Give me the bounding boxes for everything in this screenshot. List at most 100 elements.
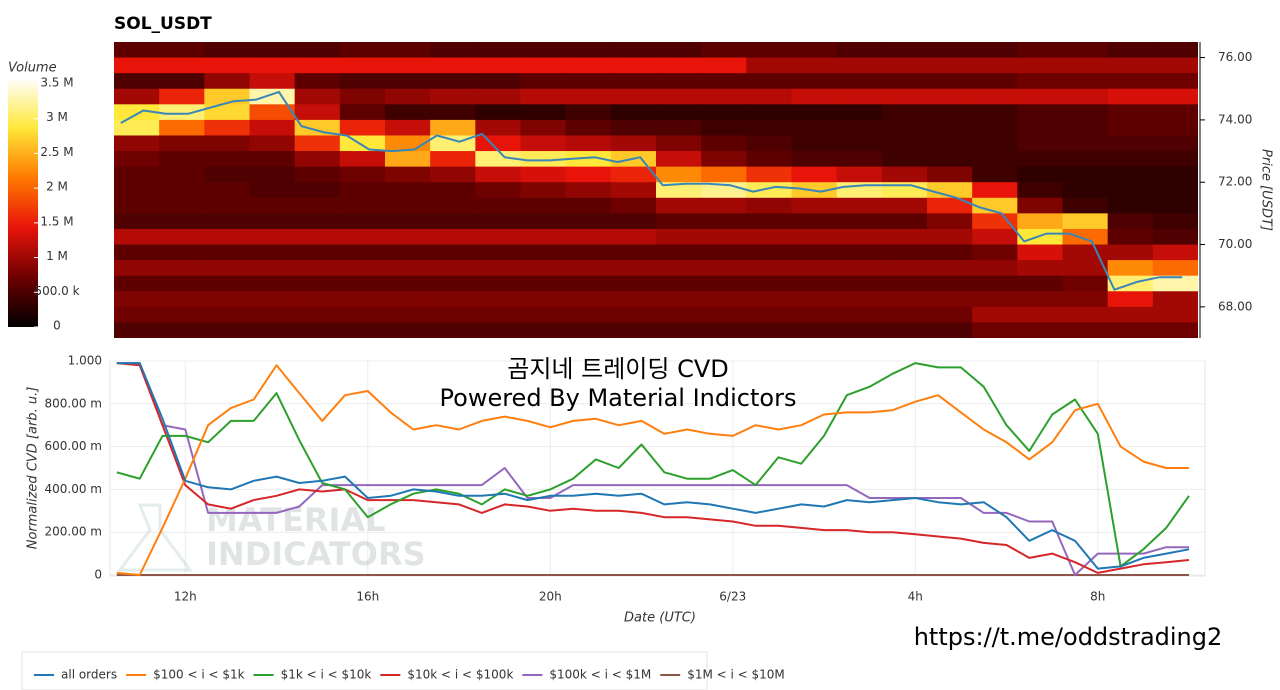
heatmap-cell <box>430 275 476 292</box>
series-line <box>116 362 1190 570</box>
heatmap-cell <box>927 260 973 277</box>
heatmap-cell <box>1152 306 1198 324</box>
heatmap-cell <box>339 119 386 137</box>
heatmap-cell <box>159 182 205 199</box>
legend-label: $100k < i < $1M <box>549 668 651 682</box>
heatmap-cell <box>430 228 476 246</box>
heatmap-cell <box>159 275 205 292</box>
heatmap-cell <box>656 42 702 59</box>
heatmap-cell <box>881 135 928 152</box>
heatmap-cell <box>294 197 341 214</box>
heatmap-cell <box>791 228 838 246</box>
heatmap-cell <box>656 151 702 168</box>
heatmap-cell <box>610 260 657 277</box>
heatmap-cell <box>159 88 205 105</box>
heatmap-cell <box>249 275 296 292</box>
heatmap-cell <box>430 42 476 59</box>
heatmap-cell <box>610 213 657 230</box>
heatmap-cell <box>1017 291 1064 308</box>
heatmap-cell <box>836 104 883 121</box>
heatmap-cell <box>520 151 567 168</box>
heatmap-cell <box>656 135 702 152</box>
heatmap-cell <box>972 322 1018 338</box>
series-line <box>116 362 1189 576</box>
y-tick-label: 800.00 m <box>45 396 103 410</box>
heatmap-cell <box>520 119 567 137</box>
y2-tick-label: 74.00 <box>1218 112 1252 126</box>
heatmap-cell <box>791 88 838 105</box>
heatmap-cell <box>1062 166 1109 183</box>
heatmap-cell <box>791 166 838 183</box>
heatmap-cell <box>701 42 747 59</box>
heatmap-cell <box>1062 213 1109 230</box>
y-tick-label: 1.000 <box>68 354 102 368</box>
heatmap-cell <box>204 213 251 230</box>
heatmap-cell <box>656 73 702 90</box>
heatmap-cell <box>656 260 702 277</box>
heatmap-cell <box>565 322 612 338</box>
x-axis-label: Date (UTC) <box>624 611 696 626</box>
heatmap-cell <box>927 57 973 74</box>
heatmap-cell <box>836 73 883 90</box>
heatmap-cell <box>791 104 838 121</box>
heatmap-cell <box>1062 135 1109 152</box>
heatmap-cell <box>1017 182 1064 199</box>
x-tick-label: 16h <box>356 590 379 604</box>
heatmap-cell <box>385 119 431 137</box>
heatmap-cell <box>565 104 612 121</box>
heatmap-cell <box>430 88 476 105</box>
heatmap-cell <box>972 42 1018 59</box>
heatmap-cell <box>430 151 476 168</box>
heatmap-cell <box>565 42 612 59</box>
heatmap-cell <box>520 73 567 90</box>
heatmap-cell <box>972 104 1018 121</box>
heatmap-cell <box>520 88 567 105</box>
heatmap-cell <box>1062 104 1109 121</box>
heatmap-cell <box>114 322 160 338</box>
heatmap-cell <box>249 182 296 199</box>
heatmap-cell <box>610 73 657 90</box>
heatmap-cell <box>746 291 793 308</box>
heatmap-cell <box>294 119 341 137</box>
heatmap-cell <box>339 244 386 261</box>
heatmap-cell <box>520 244 567 261</box>
heatmap-cell <box>1107 228 1154 246</box>
heatmap-cell <box>430 322 476 338</box>
heatmap-cell <box>1017 42 1064 59</box>
heatmap-cell <box>927 151 973 168</box>
heatmap-cell <box>249 73 296 90</box>
heatmap-cell <box>1017 244 1064 261</box>
heatmap-cell <box>1017 57 1064 74</box>
heatmap-cell <box>385 88 431 105</box>
heatmap-cell <box>1152 213 1198 230</box>
y2-tick-label: 76.00 <box>1218 50 1252 64</box>
heatmap-cell <box>881 166 928 183</box>
heatmap-cell <box>610 322 657 338</box>
heatmap-cell <box>520 275 567 292</box>
heatmap-cell <box>701 151 747 168</box>
heatmap-cell <box>294 322 341 338</box>
heatmap-cell <box>385 197 431 214</box>
heatmap-cell <box>610 119 657 137</box>
heatmap-cell <box>746 244 793 261</box>
heatmap-cell <box>159 57 205 74</box>
heatmap-cell <box>204 275 251 292</box>
heatmap-cell <box>1107 73 1154 90</box>
heatmap-cell <box>701 228 747 246</box>
heatmap-cell <box>520 213 567 230</box>
series-line <box>116 362 1190 568</box>
heatmap-cell <box>927 244 973 261</box>
colorbar-tick-label: 2.5 M <box>40 145 73 159</box>
heatmap-cell <box>746 57 793 74</box>
heatmap-cell <box>1017 260 1064 277</box>
heatmap-cell <box>972 57 1018 74</box>
heatmap-cell <box>881 42 928 59</box>
heatmap-cell <box>972 151 1018 168</box>
heatmap-cell <box>475 166 522 183</box>
heatmap-cell <box>204 151 251 168</box>
heatmap-cell <box>204 42 251 59</box>
heatmap-cell <box>204 197 251 214</box>
heatmap-cell <box>927 322 973 338</box>
heatmap-cell <box>294 151 341 168</box>
legend-label: $100 < i < $1k <box>153 668 245 682</box>
